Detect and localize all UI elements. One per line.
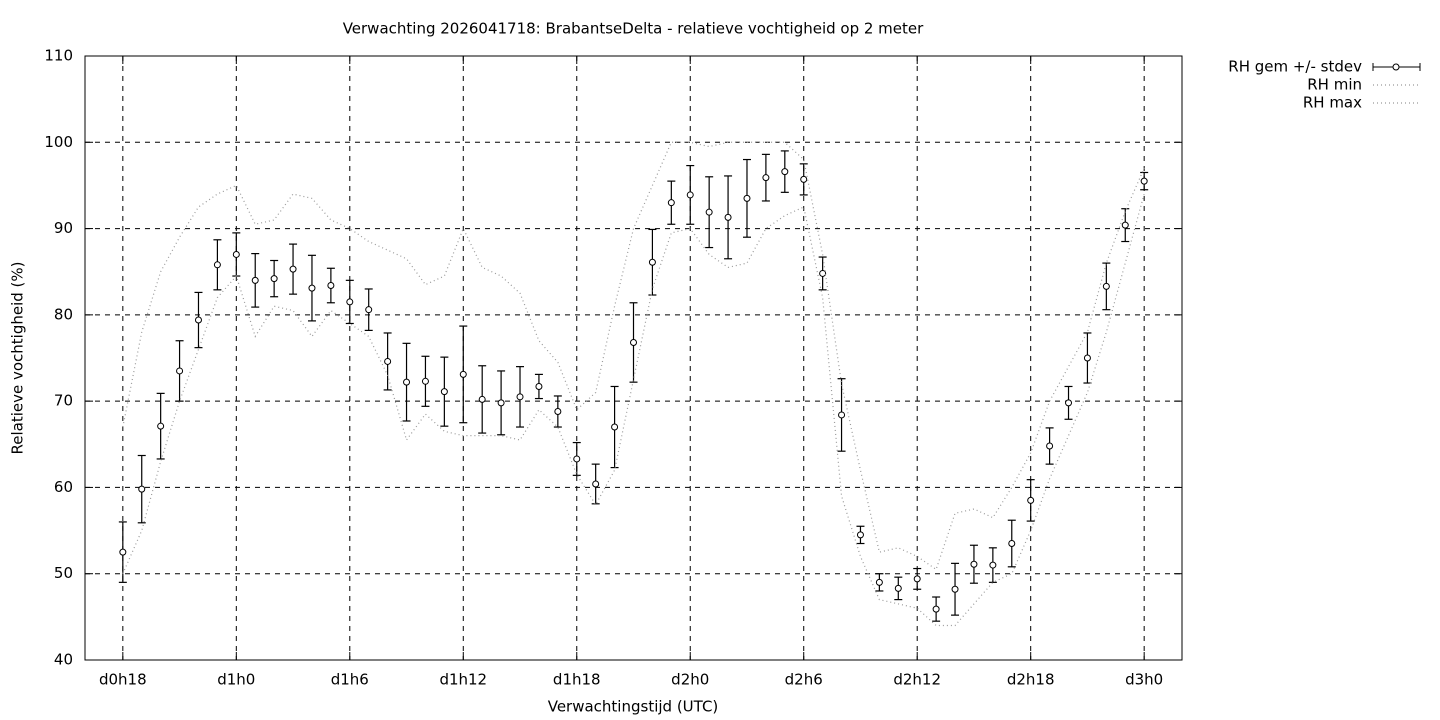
x-tick-label: d2h6	[785, 671, 823, 689]
point	[630, 338, 637, 346]
point	[478, 395, 486, 403]
point	[403, 378, 411, 386]
point	[762, 174, 770, 182]
point	[1083, 354, 1091, 362]
point	[289, 265, 297, 273]
point	[781, 168, 789, 176]
point	[270, 275, 278, 283]
point	[346, 298, 354, 306]
point	[421, 377, 429, 385]
point	[951, 585, 959, 593]
point	[554, 407, 562, 415]
point	[648, 258, 656, 266]
point	[1008, 540, 1016, 548]
x-axis-label: Verwachtingstijd (UTC)	[548, 698, 719, 716]
y-tick-label: 80	[54, 305, 73, 323]
y-tick-label: 40	[54, 651, 73, 669]
y-tick-label: 100	[44, 133, 73, 151]
point	[838, 411, 846, 419]
point	[970, 560, 978, 568]
y-tick-label: 90	[54, 219, 73, 237]
point	[1027, 496, 1035, 504]
point	[138, 485, 146, 493]
point	[157, 422, 165, 430]
point	[308, 284, 316, 292]
point	[856, 531, 864, 539]
point	[611, 423, 619, 431]
plot-frame	[84, 55, 1183, 661]
point	[894, 584, 902, 592]
y-tick-label: 50	[54, 564, 73, 582]
point	[743, 194, 751, 202]
point	[724, 213, 732, 221]
point	[573, 455, 581, 463]
point	[1046, 442, 1054, 450]
point	[119, 548, 127, 556]
point	[1121, 221, 1129, 229]
point	[232, 250, 240, 258]
point	[384, 357, 392, 365]
y-tick-label: 70	[54, 392, 73, 410]
point	[913, 575, 921, 583]
point	[989, 561, 997, 569]
point	[1065, 399, 1073, 407]
x-tick-label: d3h0	[1125, 671, 1163, 689]
line	[122, 193, 1145, 627]
x-tick-label: d1h6	[331, 671, 369, 689]
point	[365, 306, 373, 314]
point	[1102, 282, 1110, 290]
point	[686, 191, 694, 199]
point	[819, 269, 827, 277]
chart-title: Verwachting 2026041718: BrabantseDelta -…	[343, 20, 924, 38]
point	[516, 393, 524, 401]
x-tick-label: d2h0	[671, 671, 709, 689]
x-tick-label: d1h18	[553, 671, 601, 689]
point	[705, 208, 713, 216]
x-tick-label: d1h12	[439, 671, 487, 689]
x-tick-label: d0h18	[99, 671, 147, 689]
point	[1140, 177, 1148, 185]
point	[592, 480, 600, 488]
point	[213, 261, 221, 269]
y-tick-label: 110	[44, 47, 73, 65]
point	[194, 316, 202, 324]
point	[800, 175, 808, 183]
point	[459, 370, 467, 378]
point	[497, 399, 505, 407]
y-tick-label: 60	[54, 478, 73, 496]
legend-swatch	[1392, 63, 1400, 71]
point	[535, 382, 543, 390]
x-tick-label: d1h0	[217, 671, 255, 689]
y-axis-label: Relatieve vochtigheid (%)	[9, 261, 27, 454]
point	[440, 388, 448, 396]
legend-label: RH min	[1307, 76, 1362, 94]
point	[327, 282, 335, 290]
legend-label: RH max	[1303, 94, 1362, 112]
point	[667, 199, 675, 207]
point	[251, 276, 259, 284]
x-tick-label: d2h12	[893, 671, 941, 689]
point	[932, 605, 940, 613]
point	[875, 578, 883, 586]
legend-label: RH gem +/- stdev	[1228, 58, 1362, 76]
point	[176, 367, 184, 375]
x-tick-label: d2h18	[1007, 671, 1055, 689]
